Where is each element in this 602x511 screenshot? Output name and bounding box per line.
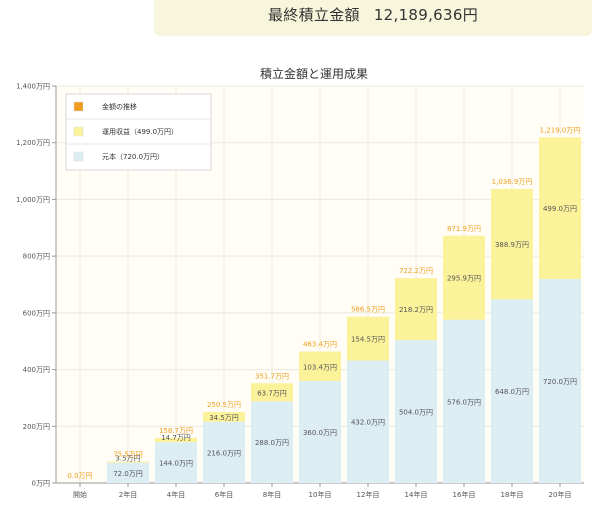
y-tick-label: 600万円: [23, 309, 50, 317]
legend-item-principal-swatch: [73, 151, 84, 162]
y-tick-label: 200万円: [23, 423, 50, 431]
x-tick-label: 10年目: [309, 490, 332, 499]
principal-label: 144.0万円: [159, 460, 193, 468]
x-tick-label: 6年目: [215, 490, 233, 499]
gain-label: 499.0万円: [543, 205, 577, 213]
total-label: 158.7万円: [159, 427, 193, 435]
x-tick-label: 18年目: [501, 490, 524, 499]
bar-gain: [395, 278, 437, 341]
principal-label: 648.0万円: [495, 388, 529, 396]
bar-gain: [539, 137, 581, 279]
y-tick-label: 800万円: [23, 253, 50, 261]
gain-label: 218.2万円: [399, 306, 433, 314]
principal-label: 288.0万円: [255, 439, 289, 447]
final-amount-value: 12,189,636円: [373, 5, 478, 24]
bar-principal: [251, 401, 293, 483]
y-tick-label: 1,200万円: [16, 139, 50, 147]
legend-item-transition-label: 金額の推移: [102, 102, 137, 111]
final-amount-label: 最終積立金額: [268, 5, 360, 24]
principal-label: 216.0万円: [207, 449, 241, 457]
y-tick-label: 1,400万円: [16, 83, 50, 91]
legend-item-principal-label: 元本（720.0万円）: [102, 152, 164, 161]
total-label: 0.0万円: [67, 472, 92, 480]
legend-item-gain-swatch: [73, 126, 84, 137]
total-label: 463.4万円: [303, 341, 337, 349]
legend-item-gain-label: 運用収益（499.0万円）: [102, 127, 178, 136]
gain-label: 295.9万円: [447, 275, 481, 283]
gain-label: 103.4万円: [303, 363, 337, 371]
principal-label: 432.0万円: [351, 419, 385, 427]
bar-principal: [539, 278, 581, 483]
bar-principal: [395, 340, 437, 483]
y-tick-label: 400万円: [23, 366, 50, 374]
total-label: 1,219.0万円: [540, 126, 581, 134]
gain-label: 3.5万円: [115, 455, 140, 463]
principal-label: 720.0万円: [543, 378, 577, 386]
x-tick-label: 20年目: [549, 490, 572, 499]
principal-label: 360.0万円: [303, 429, 337, 437]
bar-gain: [203, 411, 245, 422]
x-tick-label: 開始: [73, 490, 87, 499]
gain-label: 63.7万円: [257, 389, 287, 397]
bar-principal: [203, 421, 245, 483]
bar-gain: [491, 188, 533, 300]
bar-gain: [299, 351, 341, 381]
principal-label: 72.0万円: [113, 470, 143, 478]
total-label: 586.5万円: [351, 306, 385, 314]
bar-principal: [299, 380, 341, 483]
total-label: 722.2万円: [399, 267, 433, 275]
gain-label: 14.7万円: [161, 434, 191, 442]
total-label: 351.7万円: [255, 372, 289, 380]
gain-label: 154.5万円: [351, 336, 385, 344]
bar-gain: [251, 383, 293, 402]
total-label: 871.9万円: [447, 225, 481, 233]
total-label: 75.5万円: [113, 451, 143, 459]
bar-principal: [347, 360, 389, 483]
principal-label: 576.0万円: [447, 398, 481, 406]
bar-principal: [491, 299, 533, 483]
gain-label: 34.5万円: [209, 414, 239, 422]
y-tick-label: 1,000万円: [16, 196, 50, 204]
bar-gain: [155, 437, 197, 443]
bar-principal: [443, 319, 485, 483]
bar-principal: [155, 442, 197, 483]
total-label: 250.5万円: [207, 401, 241, 409]
principal-label: 504.0万円: [399, 409, 433, 417]
x-tick-label: 16年目: [453, 490, 476, 499]
gain-label: 388.9万円: [495, 241, 529, 249]
x-tick-label: 4年目: [167, 490, 185, 499]
chart-title: 積立金額と運用成果: [260, 66, 368, 81]
bar-gain: [347, 316, 389, 361]
legend-box: [65, 93, 212, 171]
final-amount-summary: 最終積立金額 12,189,636円: [154, 0, 592, 36]
x-tick-label: 12年目: [357, 490, 380, 499]
x-tick-label: 8年目: [263, 490, 281, 499]
bar-gain: [107, 461, 149, 463]
x-tick-label: 2年目: [119, 490, 137, 499]
legend-item-transition-swatch: [73, 101, 84, 112]
total-label: 1,036.9万円: [492, 178, 533, 186]
y-tick-label: 0万円: [32, 480, 50, 488]
bar-gain: [443, 235, 485, 320]
bar-principal: [107, 462, 149, 483]
x-tick-label: 14年目: [405, 490, 428, 499]
